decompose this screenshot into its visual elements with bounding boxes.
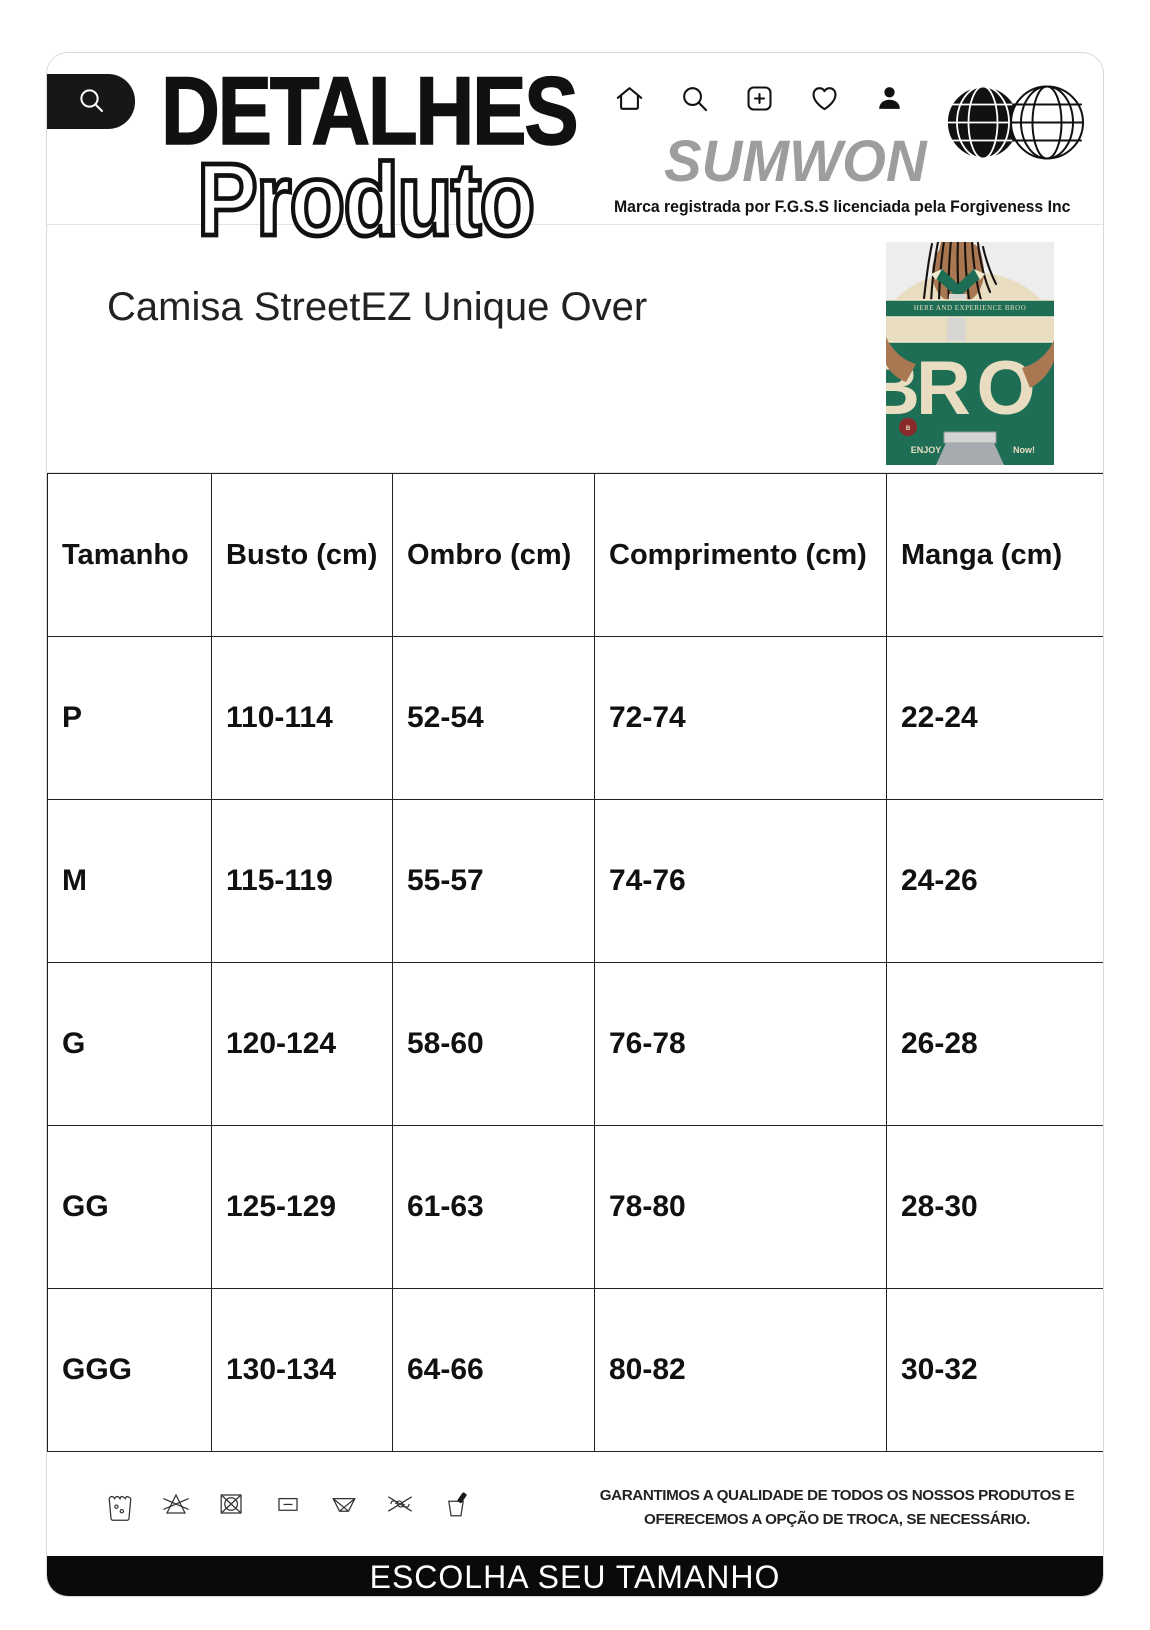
svg-text:O: O (976, 346, 1032, 431)
svg-text:HERE AND EXPERIENCE BROO: HERE AND EXPERIENCE BROO (914, 304, 1027, 312)
svg-text:Now!: Now! (1013, 445, 1035, 455)
svg-text:B: B (906, 426, 911, 432)
svg-text:ENJOY: ENJOY (911, 445, 942, 455)
